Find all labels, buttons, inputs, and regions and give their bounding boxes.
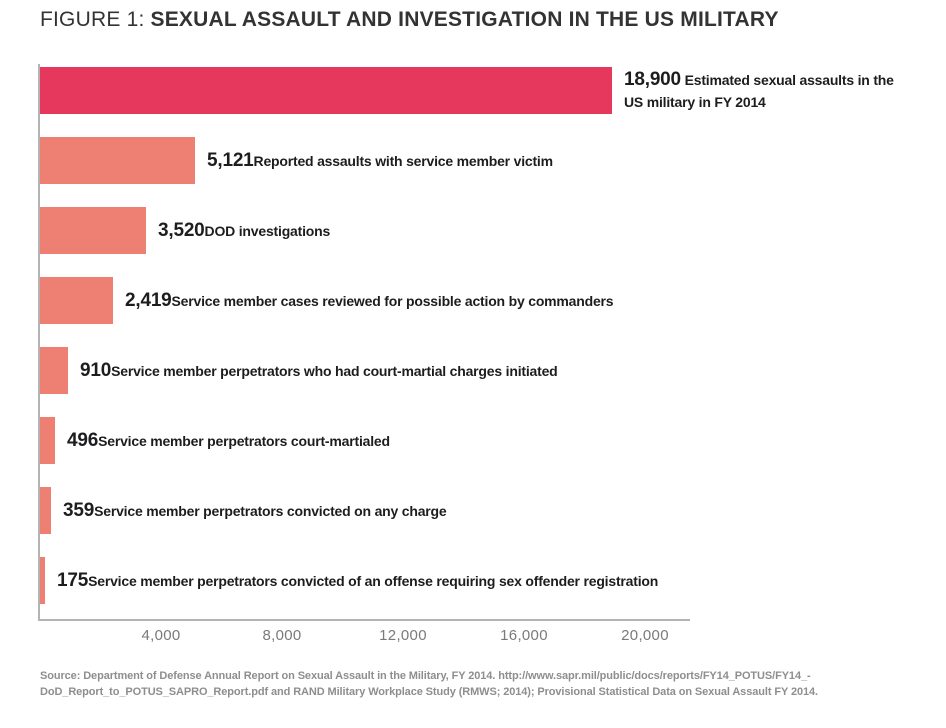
bar [40,347,68,394]
bar-label: 910 Service member perpetrators who had … [80,347,558,394]
source-line-1: Source: Department of Defense Annual Rep… [40,670,811,682]
bar-label: 496 Service member perpetrators court-ma… [67,417,390,464]
bar-label: 18,900 Estimated sexual assaults in the … [624,67,902,115]
bar-value: 175 [57,569,89,591]
x-axis-tick-label: 16,000 [500,627,548,644]
bar-row: 496 Service member perpetrators court-ma… [40,417,690,464]
bar-label: 2,419 Service member cases reviewed for … [125,277,614,324]
bar [40,417,55,464]
figure-title: FIGURE 1: SEXUAL ASSAULT AND INVESTIGATI… [40,8,779,32]
bar-row: 175 Service member perpetrators convicte… [40,557,690,604]
bar-value: 2,419 [125,289,172,311]
bar [40,137,195,184]
figure-title-main: SEXUAL ASSAULT AND INVESTIGATION IN THE … [144,8,779,31]
bar [40,487,51,534]
bar-label: 359 Service member perpetrators convicte… [63,487,447,534]
bar-row: 3,520 DOD investigations [40,207,690,254]
bar-chart: 18,900 Estimated sexual assaults in the … [38,64,894,644]
bar-value: 359 [63,499,95,521]
bar-row: 18,900 Estimated sexual assaults in the … [40,67,894,114]
bar [40,67,612,114]
bar-label: 3,520 DOD investigations [158,207,330,254]
bar-description: Service member perpetrators court-martia… [98,432,390,449]
bar-row: 359 Service member perpetrators convicte… [40,487,690,534]
bar-value: 18,900 [624,69,681,90]
bar-row: 910 Service member perpetrators who had … [40,347,690,394]
x-axis-tick-label: 20,000 [621,627,669,644]
x-axis-tick-label: 8,000 [262,627,302,644]
bar-description: Reported assaults with service member vi… [253,152,554,169]
bar-value: 3,520 [158,219,205,241]
bar-description: Service member perpetrators convicted on… [94,502,447,519]
bar-description: DOD investigations [204,222,331,239]
bar-description: Service member perpetrators who had cour… [111,362,558,379]
bar [40,207,146,254]
x-axis-tick-label: 12,000 [379,627,427,644]
bar-description: Estimated sexual assaults in the US mili… [624,72,894,110]
bar-value: 910 [80,359,112,381]
source-line-2: DoD_Report_to_POTUS_SAPRO_Report.pdf and… [40,685,818,698]
bar-row: 2,419 Service member cases reviewed for … [40,277,690,324]
bar-label: 175 Service member perpetrators convicte… [57,557,658,604]
bar-label: 5,121 Reported assaults with service mem… [207,137,553,184]
x-axis-tick-label: 4,000 [141,627,181,644]
bar-row: 5,121 Reported assaults with service mem… [40,137,690,184]
source-note: Source: Department of Defense Annual Rep… [40,669,920,701]
bar [40,557,45,604]
figure-title-prefix: FIGURE 1: [40,8,145,31]
bar-value: 5,121 [207,149,254,171]
bar-description: Service member cases reviewed for possib… [171,292,614,309]
bar-value: 496 [67,429,99,451]
bar-description: Service member perpetrators convicted of… [88,572,659,589]
bar [40,277,113,324]
